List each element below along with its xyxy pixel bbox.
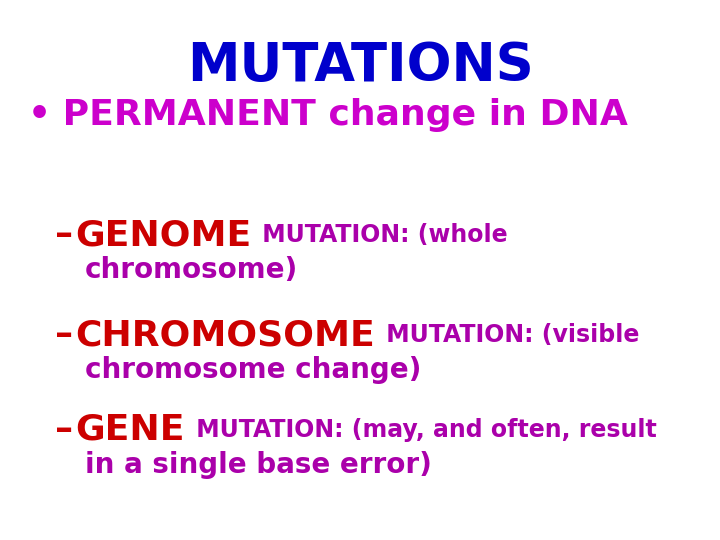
- Text: –: –: [55, 318, 73, 352]
- Text: –: –: [55, 218, 73, 252]
- Text: MUTATION: (may, and often, result: MUTATION: (may, and often, result: [188, 418, 657, 442]
- Text: PERMANENT change in DNA: PERMANENT change in DNA: [50, 98, 628, 132]
- Text: •: •: [28, 98, 51, 132]
- Text: MUTATION: (whole: MUTATION: (whole: [254, 223, 508, 247]
- Text: GENE: GENE: [75, 413, 184, 447]
- Text: chromosome change): chromosome change): [85, 356, 421, 384]
- Text: chromosome): chromosome): [85, 256, 298, 284]
- Text: in a single base error): in a single base error): [85, 451, 432, 479]
- Text: CHROMOSOME: CHROMOSOME: [75, 318, 375, 352]
- Text: MUTATIONS: MUTATIONS: [186, 40, 534, 92]
- Text: MUTATION: (visible: MUTATION: (visible: [378, 323, 639, 347]
- Text: GENOME: GENOME: [75, 218, 251, 252]
- Text: –: –: [55, 413, 73, 447]
